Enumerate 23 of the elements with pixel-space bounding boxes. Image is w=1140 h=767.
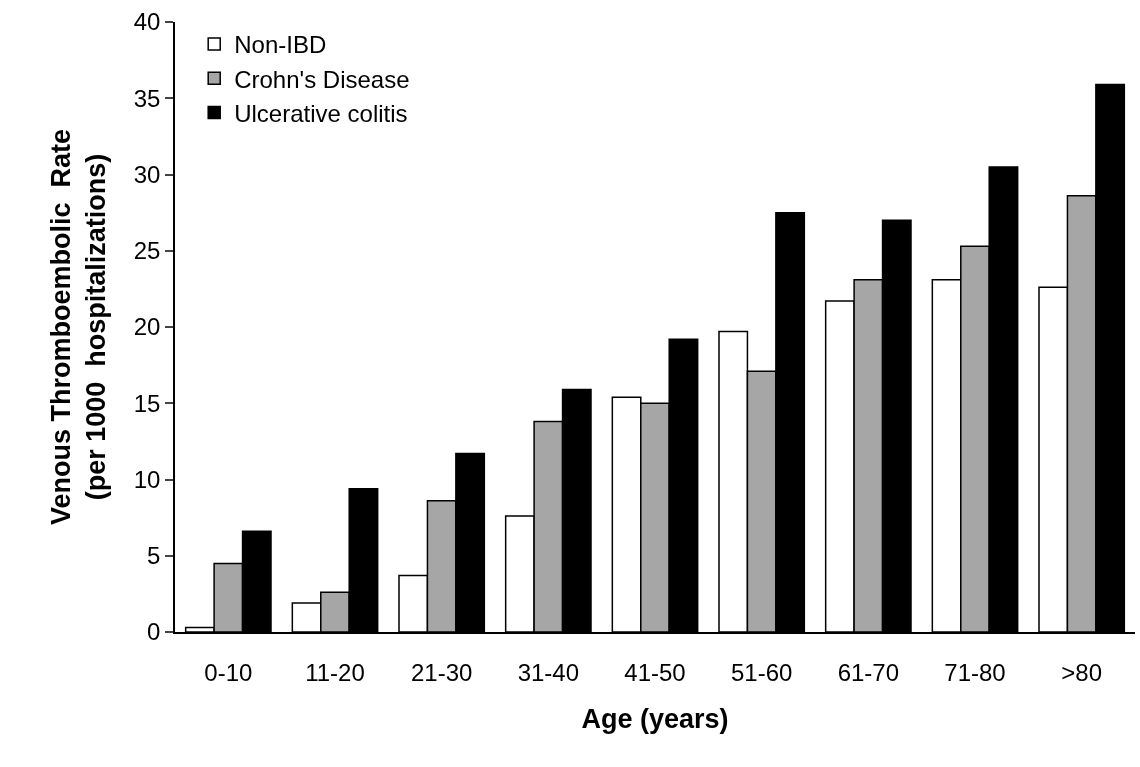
- y-tick-label: 10: [133, 465, 161, 493]
- y-tick-label: 15: [133, 389, 161, 417]
- y-tick-label: 25: [133, 237, 161, 265]
- x-tick-label: >80: [1061, 658, 1103, 686]
- x-tick-label: 11-20: [305, 658, 365, 686]
- y-tick-label: 20: [133, 313, 161, 341]
- y-axis-title: Venous Thromboembolic Rate (per 1000 hospitalizations): [46, 128, 112, 526]
- legend-label: Ulcerative colitis: [234, 99, 408, 127]
- x-tick-label: 51-60: [730, 658, 793, 686]
- x-axis-title: Age (years): [581, 704, 729, 735]
- y-tick-label: 40: [133, 8, 161, 36]
- y-tick-label: 30: [133, 160, 161, 188]
- x-tick-label: 31-40: [517, 658, 580, 686]
- y-tick-label: 0: [147, 618, 161, 646]
- legend-label: Non-IBD: [234, 31, 327, 59]
- legend-label: Crohn's Disease: [234, 65, 410, 93]
- x-tick-label: 71-80: [944, 658, 1006, 686]
- x-tick-label: 61-70: [837, 658, 900, 686]
- x-tick-label: 0-10: [204, 658, 253, 686]
- y-tick-label: 35: [133, 84, 161, 112]
- x-tick-label: 41-50: [624, 658, 686, 686]
- y-tick-label: 5: [147, 542, 161, 570]
- x-tick-label: 21-30: [410, 658, 473, 686]
